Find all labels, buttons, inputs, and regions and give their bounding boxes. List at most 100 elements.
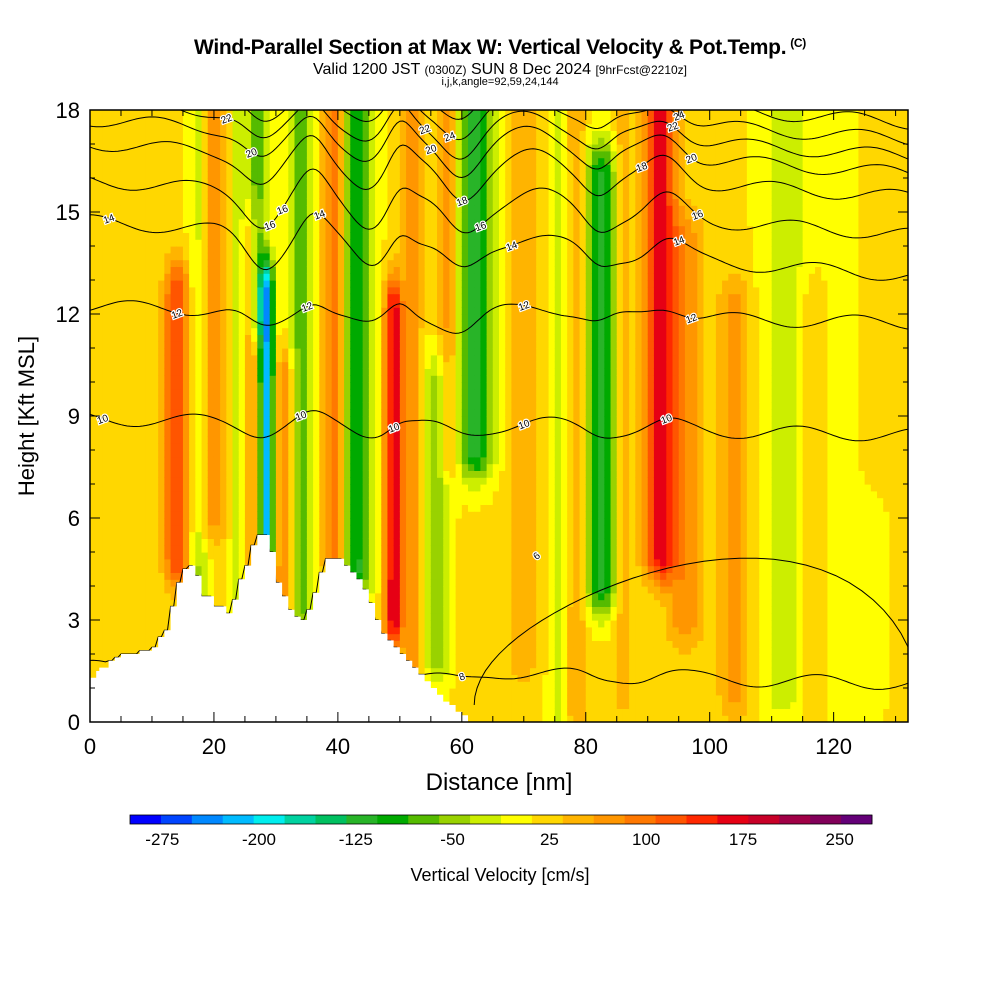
velocity-cell: [114, 252, 122, 261]
velocity-cell: [424, 674, 432, 682]
velocity-cell: [182, 402, 190, 410]
velocity-cell: [195, 409, 203, 417]
velocity-cell: [406, 518, 413, 526]
velocity-cell: [195, 429, 203, 437]
velocity-cell: [257, 518, 265, 526]
velocity-cell: [114, 164, 122, 172]
velocity-cell: [120, 259, 128, 267]
velocity-cell: [306, 280, 314, 288]
velocity-cell: [418, 463, 426, 471]
velocity-cell: [207, 286, 215, 295]
velocity-cell: [139, 334, 147, 342]
velocity-cell: [201, 178, 209, 186]
velocity-cell: [195, 477, 203, 485]
velocity-cell: [170, 395, 178, 403]
velocity-cell: [108, 545, 116, 553]
velocity-cell: [337, 538, 345, 546]
velocity-cell: [424, 246, 432, 254]
velocity-cell: [368, 191, 376, 199]
velocity-cell: [114, 300, 122, 308]
velocity-cell: [381, 558, 389, 567]
velocity-cell: [90, 320, 97, 329]
velocity-cell: [145, 171, 153, 179]
velocity-cell: [251, 286, 258, 295]
velocity-cell: [368, 110, 376, 118]
velocity-cell: [418, 504, 426, 512]
velocity-cell: [412, 524, 420, 533]
velocity-cell: [158, 164, 165, 172]
velocity-cell: [220, 599, 227, 607]
velocity-cell: [282, 144, 289, 152]
velocity-cell: [120, 599, 128, 607]
velocity-cell: [232, 572, 240, 580]
velocity-cell: [375, 137, 382, 145]
velocity-cell: [158, 116, 165, 125]
velocity-cell: [294, 606, 302, 614]
velocity-cell: [424, 504, 432, 512]
velocity-cell: [158, 110, 165, 118]
velocity-cell: [176, 259, 184, 267]
velocity-cell: [350, 280, 358, 288]
velocity-cell: [337, 293, 345, 301]
velocity-cell: [263, 456, 271, 465]
velocity-cell: [164, 327, 172, 335]
velocity-cell: [90, 191, 97, 199]
velocity-cell: [102, 178, 110, 186]
velocity-cell: [282, 552, 289, 560]
velocity-cell: [158, 239, 165, 247]
velocity-cell: [331, 388, 339, 397]
velocity-cell: [207, 293, 215, 301]
velocity-cell: [344, 484, 351, 492]
velocity-cell: [362, 178, 370, 186]
velocity-cell: [176, 348, 184, 356]
velocity-cell: [114, 558, 122, 567]
velocity-cell: [158, 286, 165, 295]
velocity-cell: [418, 164, 426, 172]
velocity-cell: [195, 524, 203, 533]
velocity-cell: [182, 239, 190, 247]
velocity-cell: [288, 164, 296, 172]
velocity-cell: [319, 157, 327, 165]
velocity-cell: [344, 545, 351, 553]
velocity-cell: [127, 490, 134, 499]
velocity-cell: [164, 375, 172, 383]
velocity-cell: [337, 191, 345, 199]
velocity-cell: [226, 361, 234, 369]
velocity-cell: [418, 178, 426, 186]
velocity-cell: [244, 545, 252, 553]
velocity-cell: [108, 395, 116, 403]
velocity-cell: [102, 620, 110, 628]
velocity-cell: [164, 348, 172, 356]
velocity-cell: [325, 416, 333, 424]
velocity-cell: [108, 429, 116, 437]
velocity-cell: [412, 552, 420, 560]
velocity-cell: [362, 552, 370, 560]
velocity-cell: [424, 450, 432, 458]
velocity-cell: [108, 375, 116, 383]
velocity-cell: [170, 450, 178, 458]
velocity-cell: [313, 232, 320, 240]
velocity-cell: [201, 348, 209, 356]
velocity-cell: [251, 205, 258, 213]
velocity-cell: [226, 218, 234, 227]
velocity-cell: [96, 456, 103, 465]
velocity-cell: [189, 531, 196, 539]
velocity-cell: [251, 395, 258, 403]
velocity-cell: [387, 212, 395, 220]
velocity-cell: [350, 164, 358, 172]
velocity-cell: [139, 239, 147, 247]
velocity-cell: [114, 518, 122, 526]
velocity-cell: [412, 450, 420, 458]
velocity-cell: [263, 368, 271, 376]
velocity-cell: [418, 252, 426, 261]
velocity-cell: [244, 456, 252, 465]
velocity-cell: [127, 443, 134, 451]
velocity-cell: [90, 286, 97, 295]
velocity-cell: [201, 225, 209, 233]
velocity-cell: [387, 504, 395, 512]
velocity-cell: [102, 266, 110, 274]
velocity-cell: [207, 463, 215, 471]
velocity-cell: [251, 368, 258, 376]
velocity-cell: [344, 422, 351, 431]
velocity-cell: [164, 341, 172, 349]
